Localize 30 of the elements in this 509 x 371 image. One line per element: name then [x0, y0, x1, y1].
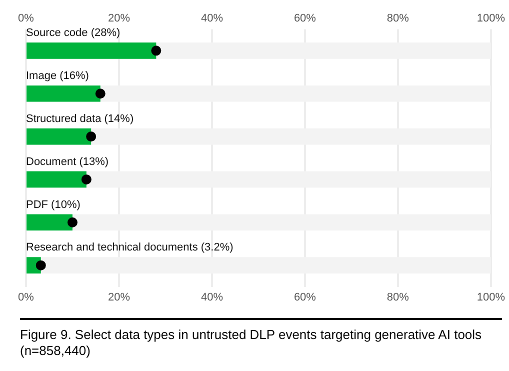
x-tick-label: 100%: [476, 12, 506, 25]
point: [151, 46, 162, 56]
point: [81, 174, 92, 184]
x2-tick-label: 60%: [294, 291, 316, 304]
y-tick-label: PDF (10%): [26, 198, 80, 211]
y-tick-label: Image (16%): [26, 70, 89, 82]
y-tick-label: Structured data (14%): [26, 112, 134, 125]
x2-tick-label: 80%: [386, 291, 410, 304]
point: [95, 88, 106, 99]
bar: [26, 128, 92, 145]
bar: [26, 171, 86, 188]
x2-tick-label: 20%: [108, 291, 130, 304]
x-tick-label: 20%: [108, 12, 130, 25]
x-tick-label: 80%: [386, 12, 410, 25]
text: Figure 9. Select data types in untrusted DLP events targeting generative AI tools (n=858,440): [20, 318, 502, 359]
x-tick-label: 60%: [294, 12, 316, 25]
point: [36, 260, 46, 270]
y-tick-label: Source code (28%): [26, 27, 120, 40]
x2-tick-label: 0%: [18, 291, 34, 304]
y-tick-label: Research and technical documents (3.2%): [26, 242, 234, 254]
y-tick-label: Document (13%): [26, 156, 109, 168]
bar: [26, 214, 72, 231]
x-tick-label: 0%: [18, 12, 34, 25]
x-tick-label: 40%: [200, 12, 224, 25]
bar: [26, 85, 100, 102]
bar: [26, 42, 156, 59]
point: [86, 132, 96, 142]
x2-tick-label: 100%: [476, 291, 506, 304]
point: [67, 217, 78, 228]
x2-tick-label: 40%: [200, 291, 224, 304]
